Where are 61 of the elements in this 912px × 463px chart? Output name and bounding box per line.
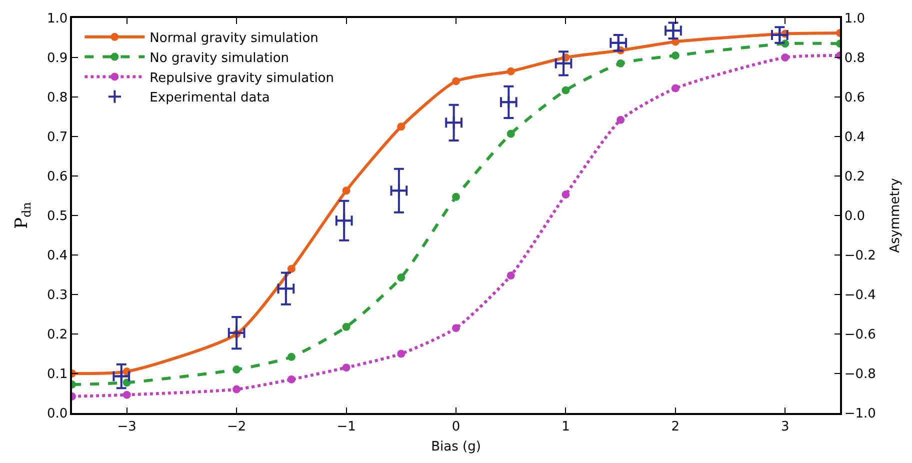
legend-label: Repulsive gravity simulation [150, 70, 334, 86]
point [232, 385, 241, 394]
x-tick-label: 2 [671, 419, 680, 434]
point [232, 366, 241, 374]
point [122, 390, 131, 399]
y2-tick-label: −0.4 [844, 288, 876, 304]
y2-tick-label: 1.0 [844, 12, 866, 27]
point [506, 272, 515, 280]
y2-axis-title: Asymmetry [888, 178, 904, 253]
x-tick-label: 3 [781, 419, 790, 434]
y2-tick-label: −0.6 [844, 328, 876, 343]
legend-label: No gravity simulation [150, 50, 290, 66]
point [781, 54, 790, 62]
x-tick-label: 0 [452, 419, 460, 434]
point [506, 130, 515, 138]
y-tick-label: 1.0 [46, 12, 68, 27]
x-tick-label: −3 [117, 419, 136, 434]
point [562, 190, 570, 199]
y2-tick-label: 0.8 [844, 51, 866, 66]
y-tick-label: 0.0 [46, 406, 68, 422]
point [452, 192, 460, 201]
legend-label: Experimental data [150, 90, 270, 106]
point [616, 116, 625, 124]
y2-tick-label: 0.2 [844, 170, 866, 185]
y-tick-label: 0.7 [46, 130, 68, 146]
point [342, 322, 350, 331]
y-tick-label: 0.4 [46, 248, 68, 264]
y-tick-label: 0.8 [46, 90, 68, 106]
y2-tick-label: −0.2 [844, 248, 876, 264]
point [342, 186, 350, 195]
point [397, 350, 406, 358]
legend-label: Normal gravity simulation [150, 30, 318, 46]
point [122, 378, 131, 387]
y-tick-label: 0.9 [46, 51, 68, 66]
x-tick-label: −2 [226, 419, 246, 434]
point [287, 352, 296, 361]
y-tick-label: 0.6 [46, 170, 68, 185]
point [342, 364, 350, 372]
point [287, 264, 296, 273]
point [616, 59, 625, 68]
y2-tick-label: 0.4 [844, 130, 866, 146]
x-tick-label: 1 [562, 419, 570, 434]
point [671, 84, 680, 92]
point [452, 77, 460, 86]
x-tick-label: −1 [336, 419, 356, 434]
point [397, 274, 406, 282]
x-axis-title: Bias (g) [431, 439, 481, 454]
point [287, 375, 296, 384]
y2-tick-label: 0.0 [844, 209, 866, 224]
point [562, 86, 570, 94]
y-tick-label: 0.2 [46, 328, 68, 343]
y-tick-label: 0.1 [46, 367, 68, 382]
y-tick-label: 0.5 [46, 209, 68, 224]
point [671, 52, 680, 60]
y-tick-label: 0.3 [46, 288, 68, 304]
y2-tick-label: −0.8 [844, 367, 876, 382]
y2-tick-label: 0.6 [844, 90, 866, 106]
point [506, 67, 515, 76]
y2-tick-label: −1.0 [844, 406, 876, 422]
point [397, 122, 406, 131]
point [452, 324, 460, 332]
